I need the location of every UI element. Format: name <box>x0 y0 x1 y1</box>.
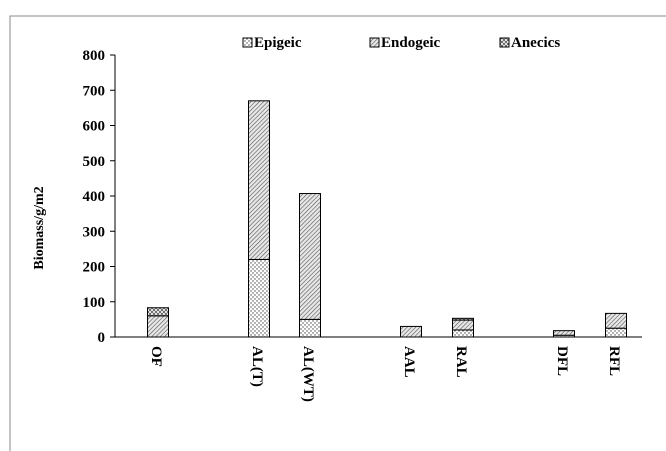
category-label: OF <box>148 346 164 367</box>
y-tick-label: 100 <box>83 295 106 311</box>
y-tick-label: 700 <box>83 83 106 99</box>
legend-label-endogeic: Endogeic <box>381 35 441 51</box>
legend-swatch-endogeic <box>369 37 380 48</box>
bar-segment-endogeic <box>553 330 575 336</box>
y-tick-label: 300 <box>83 224 106 240</box>
bar-segment-endogeic <box>248 100 270 260</box>
y-tick-label: 800 <box>83 48 106 64</box>
category-label: AL(T) <box>249 346 265 387</box>
bar-segment-epigeic <box>452 329 474 338</box>
category-label: AL(WT) <box>300 346 316 402</box>
bar-segment-endogeic <box>147 315 169 338</box>
bar-segment-epigeic <box>299 318 321 338</box>
bar-segment-anecics <box>452 317 474 321</box>
category-label: RFL <box>606 346 622 376</box>
y-tick-label: 600 <box>83 119 106 135</box>
bar-segment-endogeic <box>400 325 422 338</box>
category-labels: OF AL(T) AL(WT) AAL RAL DFL RFL <box>148 346 622 402</box>
category-label: DFL <box>554 346 570 376</box>
bar-segment-epigeic <box>605 327 627 338</box>
bar-segment-endogeic <box>452 319 474 331</box>
y-axis-title: Biomass/g/m2 <box>32 186 47 269</box>
bar-segment-anecics <box>147 307 169 317</box>
y-ticks: 0 100 200 300 400 500 600 700 800 <box>83 48 115 346</box>
legend-label-anecics: Anecics <box>511 35 560 51</box>
legend-swatch-anecics <box>499 37 510 48</box>
y-tick-label: 400 <box>83 189 106 205</box>
category-label: AAL <box>401 346 417 378</box>
bar-segment-endogeic <box>605 312 627 329</box>
y-tick-label: 500 <box>83 154 106 170</box>
category-label: RAL <box>453 346 469 378</box>
legend: Epigeic Endogeic Anecics <box>242 35 560 51</box>
y-tick-label: 200 <box>83 260 106 276</box>
bar-segment-endogeic <box>299 193 321 320</box>
plot-area-border <box>9 15 666 451</box>
bar-segment-epigeic <box>248 258 270 338</box>
legend-swatch-epigeic <box>242 37 253 48</box>
y-tick-label: 0 <box>98 330 106 346</box>
legend-label-epigeic: Epigeic <box>254 35 302 51</box>
bars <box>147 100 627 338</box>
